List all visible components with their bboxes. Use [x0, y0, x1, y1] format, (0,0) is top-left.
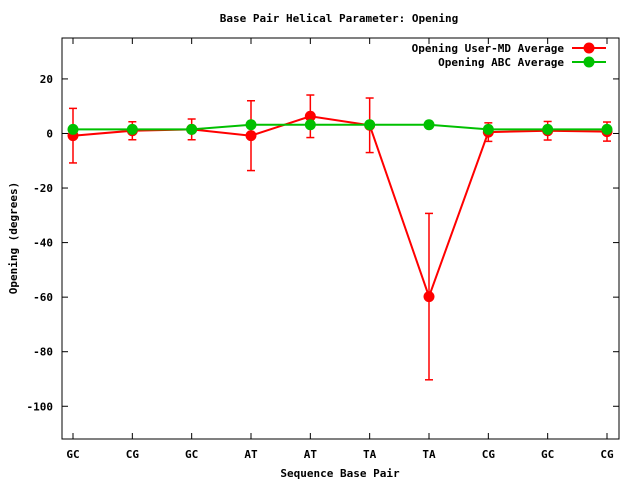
- y-axis: 20 0 -20 -40 -60 -80 -100: [27, 73, 619, 413]
- data-point: [364, 119, 376, 131]
- y-tick-label: -80: [33, 346, 53, 359]
- x-tick-label: AT: [244, 448, 258, 461]
- legend-marker: [583, 56, 595, 68]
- x-tick-label: CG: [482, 448, 496, 461]
- series-line: [72, 115, 608, 300]
- series-line: [73, 123, 607, 131]
- series-2: [67, 119, 613, 135]
- data-point: [423, 119, 435, 131]
- y-tick-label: 20: [40, 73, 53, 86]
- x-tick-label: CG: [126, 448, 140, 461]
- x-tick-label: GC: [66, 448, 79, 461]
- data-point: [304, 110, 316, 122]
- x-tick-label: GC: [541, 448, 554, 461]
- y-tick-label: -40: [33, 237, 53, 250]
- legend-label: Opening User-MD Average: [412, 42, 565, 55]
- data-point: [482, 123, 494, 135]
- y-tick-label: -60: [33, 291, 53, 304]
- data-point: [601, 123, 613, 135]
- legend-marker: [583, 42, 595, 54]
- legend-label: Opening ABC Average: [438, 56, 564, 69]
- data-point: [245, 119, 257, 131]
- chart-title: Base Pair Helical Parameter: Opening: [220, 12, 458, 25]
- y-tick-label: -20: [33, 182, 53, 195]
- series-1: [67, 94, 613, 381]
- x-tick-label: GC: [185, 448, 198, 461]
- y-axis-label: Opening (degrees): [7, 182, 20, 295]
- y-tick-label: 0: [46, 127, 53, 140]
- x-axis-label: Sequence Base Pair: [280, 467, 400, 480]
- x-tick-label: TA: [422, 448, 436, 461]
- plot-area: [67, 94, 613, 381]
- y-tick-label: -100: [27, 400, 54, 413]
- x-tick-label: AT: [304, 448, 318, 461]
- data-point: [245, 130, 257, 142]
- data-point: [67, 123, 79, 135]
- x-tick-label: CG: [600, 448, 614, 461]
- data-point: [304, 119, 316, 131]
- data-point: [186, 123, 198, 135]
- data-point: [126, 123, 138, 135]
- x-tick-label: TA: [363, 448, 377, 461]
- plot-frame: [61, 37, 620, 440]
- data-point: [542, 123, 554, 135]
- data-point: [423, 291, 435, 303]
- x-axis: GC CG GC AT AT TA TA CG GC CG: [66, 38, 614, 461]
